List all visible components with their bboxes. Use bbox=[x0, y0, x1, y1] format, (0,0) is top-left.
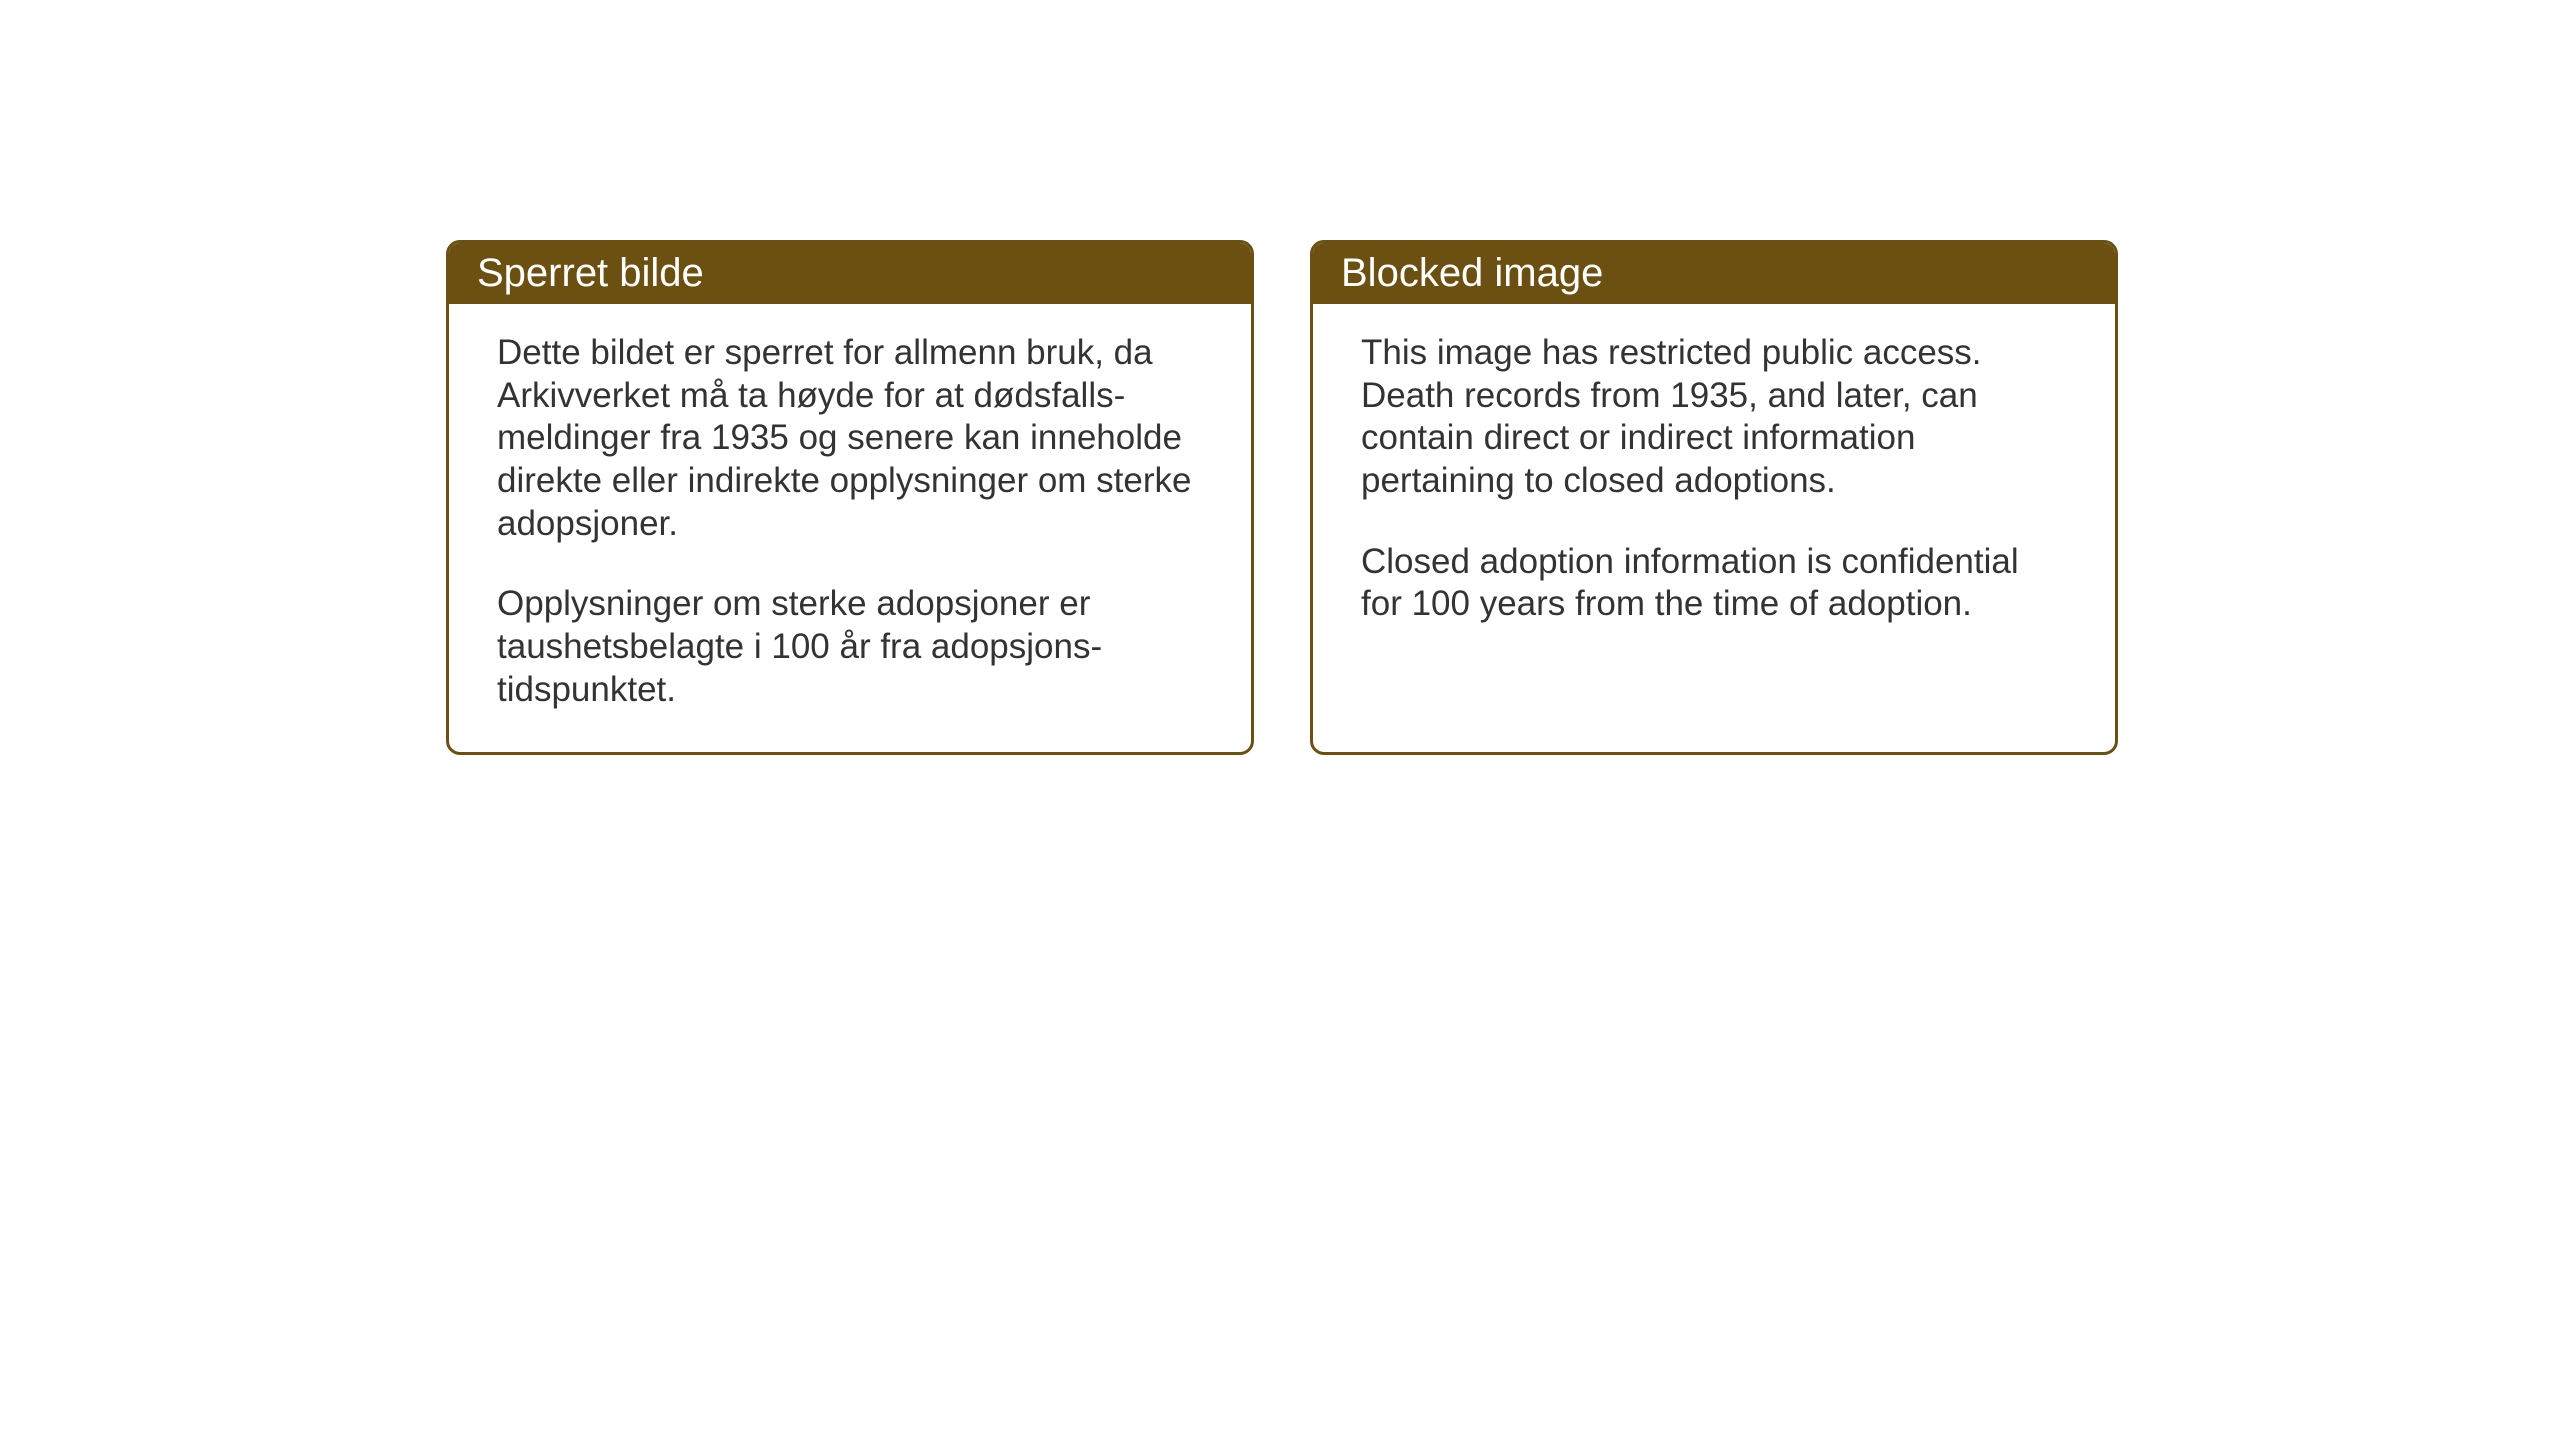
notice-paragraph: Dette bildet er sperret for allmenn bruk… bbox=[497, 332, 1203, 545]
notice-paragraph: Opplysninger om sterke adopsjoner er tau… bbox=[497, 583, 1203, 711]
notice-body-english: This image has restricted public access.… bbox=[1313, 304, 2115, 666]
notice-title: Blocked image bbox=[1341, 251, 1603, 295]
notice-paragraph: This image has restricted public access.… bbox=[1361, 332, 2067, 503]
notice-title: Sperret bilde bbox=[477, 251, 704, 295]
notice-box-norwegian: Sperret bilde Dette bildet er sperret fo… bbox=[446, 240, 1254, 755]
notice-paragraph: Closed adoption information is confident… bbox=[1361, 541, 2067, 626]
notice-header-english: Blocked image bbox=[1313, 243, 2115, 304]
notice-container: Sperret bilde Dette bildet er sperret fo… bbox=[446, 240, 2118, 755]
notice-header-norwegian: Sperret bilde bbox=[449, 243, 1251, 304]
notice-box-english: Blocked image This image has restricted … bbox=[1310, 240, 2118, 755]
notice-body-norwegian: Dette bildet er sperret for allmenn bruk… bbox=[449, 304, 1251, 752]
